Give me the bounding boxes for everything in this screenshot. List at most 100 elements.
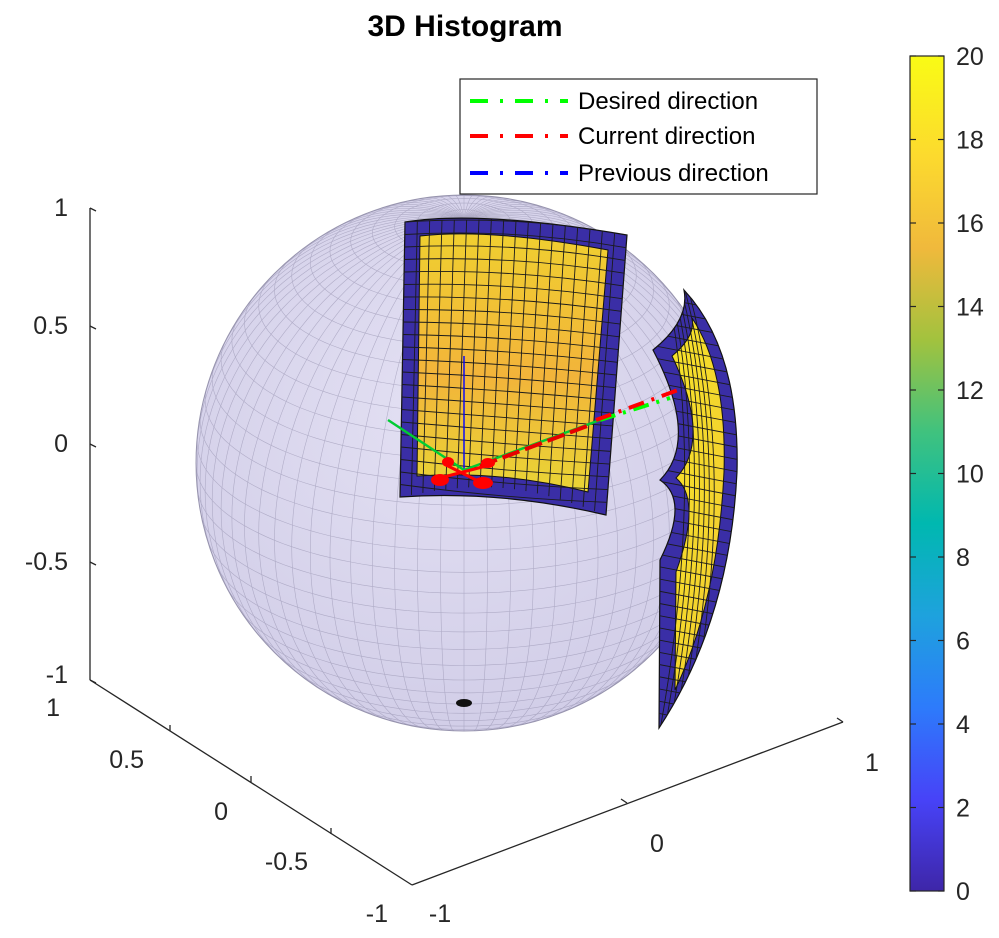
sphere-mesh-line — [274, 652, 654, 705]
axes-frame — [89, 207, 844, 886]
sphere-mesh-line — [463, 204, 551, 219]
patch-grid-line — [400, 459, 609, 478]
z-tick-labels: 1 0.5 0 -0.5 -1 — [25, 194, 68, 689]
y-tick: -0.5 — [265, 848, 308, 876]
patch-grid-line — [401, 421, 612, 440]
sphere-mesh-line — [307, 211, 465, 246]
sphere-mesh-line — [239, 216, 465, 317]
patch-grid-line — [479, 219, 492, 488]
patch-grid-line — [400, 484, 607, 503]
colorbar-tick-label: 12 — [956, 377, 984, 405]
patch-grid-line — [468, 219, 480, 488]
sphere-mesh-line — [463, 195, 474, 219]
patch-grid-line — [664, 291, 691, 728]
colorbar-tick-label: 0 — [956, 878, 970, 906]
sphere-mesh-line — [244, 218, 465, 696]
patch-grid-line — [401, 396, 614, 414]
x-axis-line — [411, 721, 844, 886]
sphere-mesh-line — [309, 218, 465, 722]
patch-grid-line — [403, 309, 621, 325]
sphere-mesh-line — [215, 217, 465, 362]
sphere-pole — [456, 699, 472, 707]
sphere-mesh-line — [425, 197, 465, 219]
colorbar-tick-label: 18 — [956, 127, 984, 155]
patch-grid-line — [422, 220, 431, 493]
x-tick: -1 — [429, 900, 451, 928]
z-tick: -0.5 — [25, 548, 68, 576]
patch-grid-line — [402, 384, 615, 401]
sphere-mesh-line — [463, 210, 598, 231]
sphere-mesh-line — [377, 204, 465, 219]
colorbar-tick-label: 2 — [956, 795, 970, 823]
sphere-mesh-line — [258, 218, 465, 704]
sphere-mesh-line — [211, 218, 465, 642]
sphere-mesh-line — [463, 202, 536, 219]
sphere-mesh-line — [263, 215, 465, 285]
colorbar-tick-label: 20 — [956, 43, 984, 71]
current-direction-line — [479, 423, 591, 468]
sphere-mesh-line — [274, 218, 465, 712]
sphere-mesh-line — [434, 196, 465, 219]
sphere-mesh-line — [220, 218, 465, 669]
sphere-mesh-line — [392, 202, 465, 219]
z-tick: 0 — [54, 430, 68, 458]
patch-grid-line — [678, 291, 705, 728]
patch-grid-line — [410, 221, 418, 495]
patch-grid-line — [404, 245, 626, 261]
patch-grid-line — [653, 721, 738, 728]
patch-grid-line — [402, 371, 616, 389]
y-tick: 0.5 — [109, 746, 144, 774]
y-tick: -1 — [366, 900, 388, 928]
sphere-mesh-line — [291, 218, 465, 718]
patch-grid-line — [571, 228, 591, 504]
patch-grid-line — [653, 709, 738, 728]
sphere-mesh-line — [204, 218, 465, 619]
patch-grid-line — [594, 232, 616, 511]
patch-grid-line — [401, 434, 611, 452]
patch-grid-line — [653, 697, 738, 718]
patch-grid-line — [402, 359, 617, 376]
patch-grid-line — [433, 220, 443, 492]
sphere-mesh-line — [231, 218, 465, 686]
y-tick-labels: 1 0.5 0 -0.5 -1 — [46, 694, 388, 928]
patch-grid-line — [559, 226, 579, 500]
colorbar-tick-label: 4 — [956, 711, 970, 739]
sphere-mesh-line — [463, 196, 494, 219]
patch-grid-line — [403, 283, 623, 300]
patch-grid-line — [653, 672, 738, 694]
sphere-mesh-line — [346, 208, 465, 223]
patch-grid-line — [673, 291, 700, 728]
patch-grid-line — [404, 271, 624, 287]
front-histogram-patch — [399, 217, 628, 516]
sphere-mesh-line — [463, 206, 566, 219]
legend-label-previous: Previous direction — [578, 160, 769, 187]
patch-grid-line — [403, 321, 620, 338]
patch-grid-line — [445, 219, 455, 490]
patch-grid-line — [404, 232, 627, 249]
x-tick-labels: -1 0 1 — [429, 749, 879, 928]
sphere-mesh-line — [330, 210, 465, 231]
z-tick: 0.5 — [33, 312, 68, 340]
colorbar-tick-label: 10 — [956, 461, 984, 489]
sphere-mesh-line — [199, 218, 465, 575]
patch-grid-line — [404, 258, 625, 274]
y-tick: 0 — [214, 798, 228, 826]
patch-grid-line — [536, 223, 554, 494]
legend-label-current: Current direction — [578, 123, 755, 150]
sphere-mesh-line — [284, 213, 465, 264]
patch-grid-line — [402, 334, 619, 350]
colorbar-tick-label: 8 — [956, 544, 970, 572]
sphere-mesh-line — [463, 200, 526, 219]
current-direction-dashed — [595, 388, 679, 422]
patch-grid-line — [548, 225, 566, 497]
patch-grid-line — [456, 219, 468, 489]
patch-grid-line — [403, 296, 622, 312]
z-tick: 1 — [54, 194, 68, 222]
sphere-mesh-line — [444, 195, 465, 219]
sphere-mesh-line — [416, 198, 465, 219]
sphere-mesh-line — [463, 195, 484, 219]
sphere-mesh-line — [200, 217, 465, 412]
sphere-mesh-line — [196, 218, 465, 474]
